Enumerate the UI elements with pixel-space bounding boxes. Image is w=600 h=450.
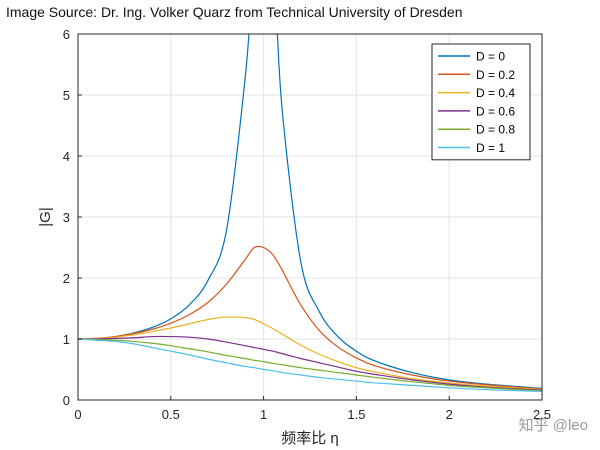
x-axis-label: 频率比 η bbox=[281, 430, 339, 447]
x-tick-label: 2.5 bbox=[533, 407, 551, 422]
y-tick-label: 5 bbox=[63, 88, 70, 103]
legend-label: D = 1 bbox=[476, 141, 505, 155]
y-tick-label: 2 bbox=[63, 271, 70, 286]
legend-label: D = 0.8 bbox=[476, 123, 515, 137]
series-line-4 bbox=[78, 338, 542, 392]
legend-label: D = 0.4 bbox=[476, 86, 515, 100]
legend-label: D = 0 bbox=[476, 50, 505, 64]
legend: D = 0 D = 0.2 D = 0.4 D = 0.6 D = 0.8 D = 1 bbox=[431, 43, 531, 161]
x-tick-label: 1.5 bbox=[347, 407, 365, 422]
axis-ticks: 0 0.5 1 1.5 2 2.5 0 1 2 3 4 5 6 bbox=[63, 27, 551, 422]
image-source-note: Image Source: Dr. Ing. Volker Quarz from… bbox=[6, 4, 463, 20]
series-curves bbox=[78, 34, 542, 393]
x-tick-label: 0 bbox=[74, 407, 81, 422]
series-line-0 bbox=[276, 34, 542, 390]
x-tick-label: 1 bbox=[260, 407, 267, 422]
series-line-5 bbox=[78, 338, 542, 393]
y-tick-label: 1 bbox=[63, 332, 70, 347]
x-tick-label: 2 bbox=[446, 407, 453, 422]
series-line-2 bbox=[78, 316, 542, 391]
series-line-1 bbox=[78, 245, 542, 390]
x-tick-label: 0.5 bbox=[162, 407, 180, 422]
legend-label: D = 0.2 bbox=[476, 68, 515, 82]
y-tick-label: 4 bbox=[63, 149, 70, 164]
legend-box bbox=[431, 43, 531, 161]
y-tick-label: 6 bbox=[63, 27, 70, 42]
y-tick-label: 0 bbox=[63, 393, 70, 408]
y-tick-label: 3 bbox=[63, 210, 70, 225]
series-line-3 bbox=[78, 335, 542, 391]
legend-label: D = 0.6 bbox=[476, 104, 515, 118]
y-axis-label: |G| bbox=[37, 207, 54, 226]
watermark-text: 知乎 @leo bbox=[518, 417, 588, 434]
